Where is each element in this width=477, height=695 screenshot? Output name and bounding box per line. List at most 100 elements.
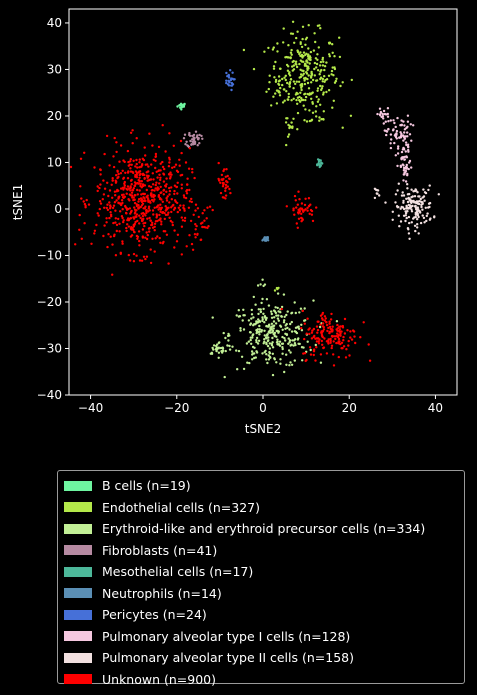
data-point: [428, 201, 432, 205]
data-point: [119, 172, 123, 175]
data-point: [161, 200, 164, 203]
series-9: [69, 124, 372, 367]
y-tick-label: −40: [37, 388, 62, 402]
data-point: [114, 209, 117, 212]
data-point: [284, 121, 288, 124]
data-point: [305, 52, 308, 55]
data-point: [127, 225, 131, 228]
points-layer: [69, 20, 440, 379]
data-point: [235, 349, 238, 352]
data-point: [276, 42, 279, 45]
data-point: [416, 226, 419, 229]
data-point: [210, 352, 214, 355]
data-point: [96, 185, 99, 188]
data-point: [425, 214, 428, 218]
data-point: [282, 41, 285, 44]
data-point: [350, 338, 354, 341]
data-point: [120, 187, 123, 190]
data-point: [84, 206, 87, 209]
data-point: [348, 354, 351, 357]
data-point: [263, 283, 267, 286]
data-point: [145, 195, 148, 198]
data-point: [292, 207, 295, 210]
data-point: [310, 337, 314, 340]
data-point: [301, 98, 305, 102]
legend-item: Mesothelial cells (n=17): [64, 561, 458, 583]
data-point: [333, 55, 336, 58]
data-point: [308, 55, 312, 58]
data-point: [188, 188, 191, 192]
data-point: [296, 111, 300, 115]
data-point: [239, 327, 242, 330]
data-point: [133, 201, 137, 205]
data-point: [169, 219, 172, 223]
data-point: [296, 102, 299, 106]
data-point: [260, 301, 263, 305]
data-point: [407, 232, 411, 235]
data-point: [322, 346, 326, 349]
data-point: [338, 340, 341, 343]
data-point: [247, 319, 251, 322]
data-point: [315, 66, 318, 69]
data-point: [227, 76, 231, 79]
data-point: [295, 206, 298, 209]
data-point: [152, 195, 155, 199]
data-point: [329, 337, 332, 341]
data-point: [290, 48, 293, 52]
data-point: [103, 206, 106, 209]
data-point: [256, 342, 260, 345]
data-point: [140, 198, 144, 201]
plot-area-frame: [68, 8, 458, 396]
data-point: [329, 341, 332, 344]
data-point: [143, 197, 146, 200]
data-point: [394, 125, 397, 129]
data-point: [261, 318, 264, 321]
data-point: [99, 168, 102, 171]
data-point: [317, 342, 321, 345]
data-point: [164, 230, 167, 233]
data-point: [306, 67, 309, 70]
data-point: [179, 204, 182, 207]
data-point: [406, 114, 410, 117]
data-point: [303, 352, 307, 355]
data-point: [196, 138, 200, 141]
data-point: [264, 349, 267, 353]
data-point: [299, 100, 302, 103]
data-point: [115, 150, 118, 154]
data-point: [420, 203, 423, 207]
data-point: [120, 215, 124, 218]
data-point: [270, 342, 273, 346]
data-point: [105, 221, 108, 224]
data-point: [313, 32, 316, 35]
data-point: [284, 74, 287, 78]
data-point: [313, 74, 316, 77]
data-point: [133, 231, 136, 234]
data-point: [266, 361, 269, 365]
data-point: [158, 236, 161, 240]
data-point: [145, 255, 149, 258]
data-point: [122, 188, 125, 191]
data-point: [267, 336, 270, 339]
data-point: [397, 205, 400, 209]
data-point: [399, 131, 402, 134]
legend-item: Endothelial cells (n=327): [64, 497, 458, 519]
data-point: [296, 128, 299, 131]
legend-label: Mesothelial cells (n=17): [102, 564, 254, 580]
data-point: [191, 248, 195, 251]
data-point: [414, 229, 417, 233]
data-point: [161, 124, 164, 127]
data-point: [341, 126, 344, 129]
data-point: [306, 81, 310, 85]
data-point: [267, 358, 271, 361]
data-point: [129, 210, 133, 214]
data-point: [226, 181, 229, 184]
data-point: [323, 75, 326, 78]
data-point: [327, 74, 331, 78]
data-point: [406, 187, 409, 190]
data-point: [316, 163, 319, 166]
data-point: [261, 297, 264, 301]
data-point: [424, 206, 427, 209]
data-point: [129, 167, 132, 170]
data-point: [140, 164, 144, 167]
data-point: [407, 215, 411, 219]
